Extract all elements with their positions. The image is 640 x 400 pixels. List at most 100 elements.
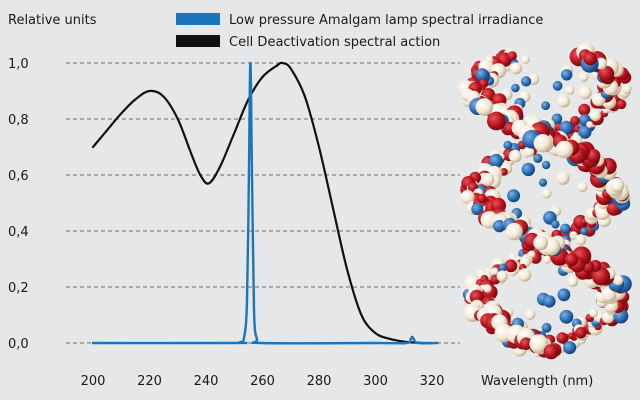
dna-atom [567,332,575,340]
dna-atom [533,153,543,163]
y-tick-label: 0,4 [8,225,29,240]
dna-atom [471,203,484,216]
dna-atom [563,341,577,355]
dna-atom [616,99,627,110]
dna-atom [508,149,522,163]
y-tick-label: 1,0 [8,57,29,72]
legend-label-deactivation: Cell Deactivation spectral action [229,35,440,50]
y-tick-label: 0,8 [8,113,29,128]
dna-atom [589,109,602,122]
dna-atom [557,288,571,302]
dna-atom [569,231,578,240]
dna-atom [517,268,532,282]
dna-atom [555,140,574,159]
dna-atom [533,235,549,251]
dna-atom [541,322,552,333]
x-axis-label: Wavelength (nm) [481,374,593,389]
dna-atom [481,172,495,187]
dna-atom [598,65,615,82]
dna-atom [589,308,598,318]
x-tick-labels: 200 220 240 260 280 300 320 [81,374,445,389]
dna-atom [543,295,556,308]
dna-atom [507,189,521,203]
x-tick-label: 200 [81,374,106,389]
dna-atom [521,162,535,177]
y-tick-label: 0,2 [8,281,29,296]
legend-label-lamp: Low pressure Amalgam lamp spectral irrad… [229,13,543,28]
dna-atom [507,51,517,61]
dna-atom [567,276,579,287]
series-lines [91,61,439,345]
dna-atom [551,113,563,125]
dna-atom [542,188,552,199]
dna-atom [460,190,475,204]
dna-atom [621,83,632,94]
dna-atom [559,120,574,135]
dna-atom [564,252,579,267]
dna-atom [613,275,624,286]
dna-atom [483,284,492,293]
dna-atom [559,309,574,324]
dna-atom [609,178,625,193]
dna-atom [542,255,552,264]
dna-helix-image [457,42,632,360]
dna-atom [477,193,487,204]
y-tick-label: 0,6 [8,169,29,184]
x-tick-label: 240 [194,374,219,389]
dna-atom [493,219,506,233]
dna-atom [505,222,523,241]
dna-atom [565,85,575,95]
dna-atom [586,121,593,128]
dna-atom [475,68,489,82]
dna-atom [528,250,536,258]
legend-swatch-lamp [176,13,220,25]
dna-atom [575,327,587,339]
dna-atom [561,69,573,81]
y-tick-label: 0,0 [8,337,29,352]
dna-atom [504,259,518,273]
dna-atom [521,55,530,64]
dna-atom [541,101,550,110]
dna-atom [592,267,611,286]
dna-atom [551,220,560,229]
dna-atom [524,147,535,157]
dna-atom [521,76,532,87]
grid-lines [66,62,460,344]
x-tick-label: 260 [250,374,275,389]
y-tick-labels: 0,0 0,2 0,4 0,6 0,8 1,0 [8,57,29,352]
dna-atom [538,178,548,187]
dna-atom [533,134,552,153]
dna-atom [580,227,589,236]
dna-atom [519,337,533,351]
x-tick-label: 220 [137,374,162,389]
dna-atom [510,62,522,75]
dna-atom [556,332,568,344]
dna-atom [578,103,591,116]
dna-atom [490,267,499,276]
dna-atom [575,234,587,246]
dna-atom [577,181,588,193]
dna-atom [586,149,601,163]
dna-atom [475,98,494,116]
legend: Low pressure Amalgam lamp spectral irrad… [176,13,543,50]
dna-atom [557,94,570,108]
dna-atom [498,263,507,272]
x-tick-label: 320 [420,374,445,389]
dna-atom [560,223,571,234]
dna-atom [578,71,589,83]
dna-atom [578,125,592,139]
legend-swatch-deactivation [176,35,220,47]
dna-atom [583,51,598,66]
dna-atom [578,85,592,100]
dna-atom [541,160,551,170]
dna-atom [556,171,570,185]
dna-atom [552,80,563,91]
dna-atom [488,153,504,169]
dna-atom [487,111,506,131]
dna-atom [543,344,559,360]
dna-atom [511,83,520,93]
dna-atom [469,289,484,304]
x-tick-label: 300 [363,374,388,389]
series-line-deactivation [91,61,434,345]
